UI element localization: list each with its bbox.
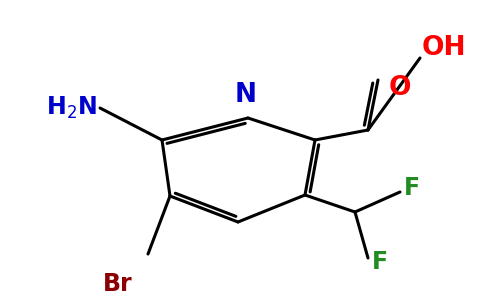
- Text: F: F: [404, 176, 420, 200]
- Text: O: O: [389, 75, 411, 101]
- Text: H$_2$N: H$_2$N: [46, 95, 97, 121]
- Text: OH: OH: [422, 35, 467, 61]
- Text: Br: Br: [103, 272, 133, 296]
- Text: N: N: [235, 82, 257, 108]
- Text: F: F: [372, 250, 388, 274]
